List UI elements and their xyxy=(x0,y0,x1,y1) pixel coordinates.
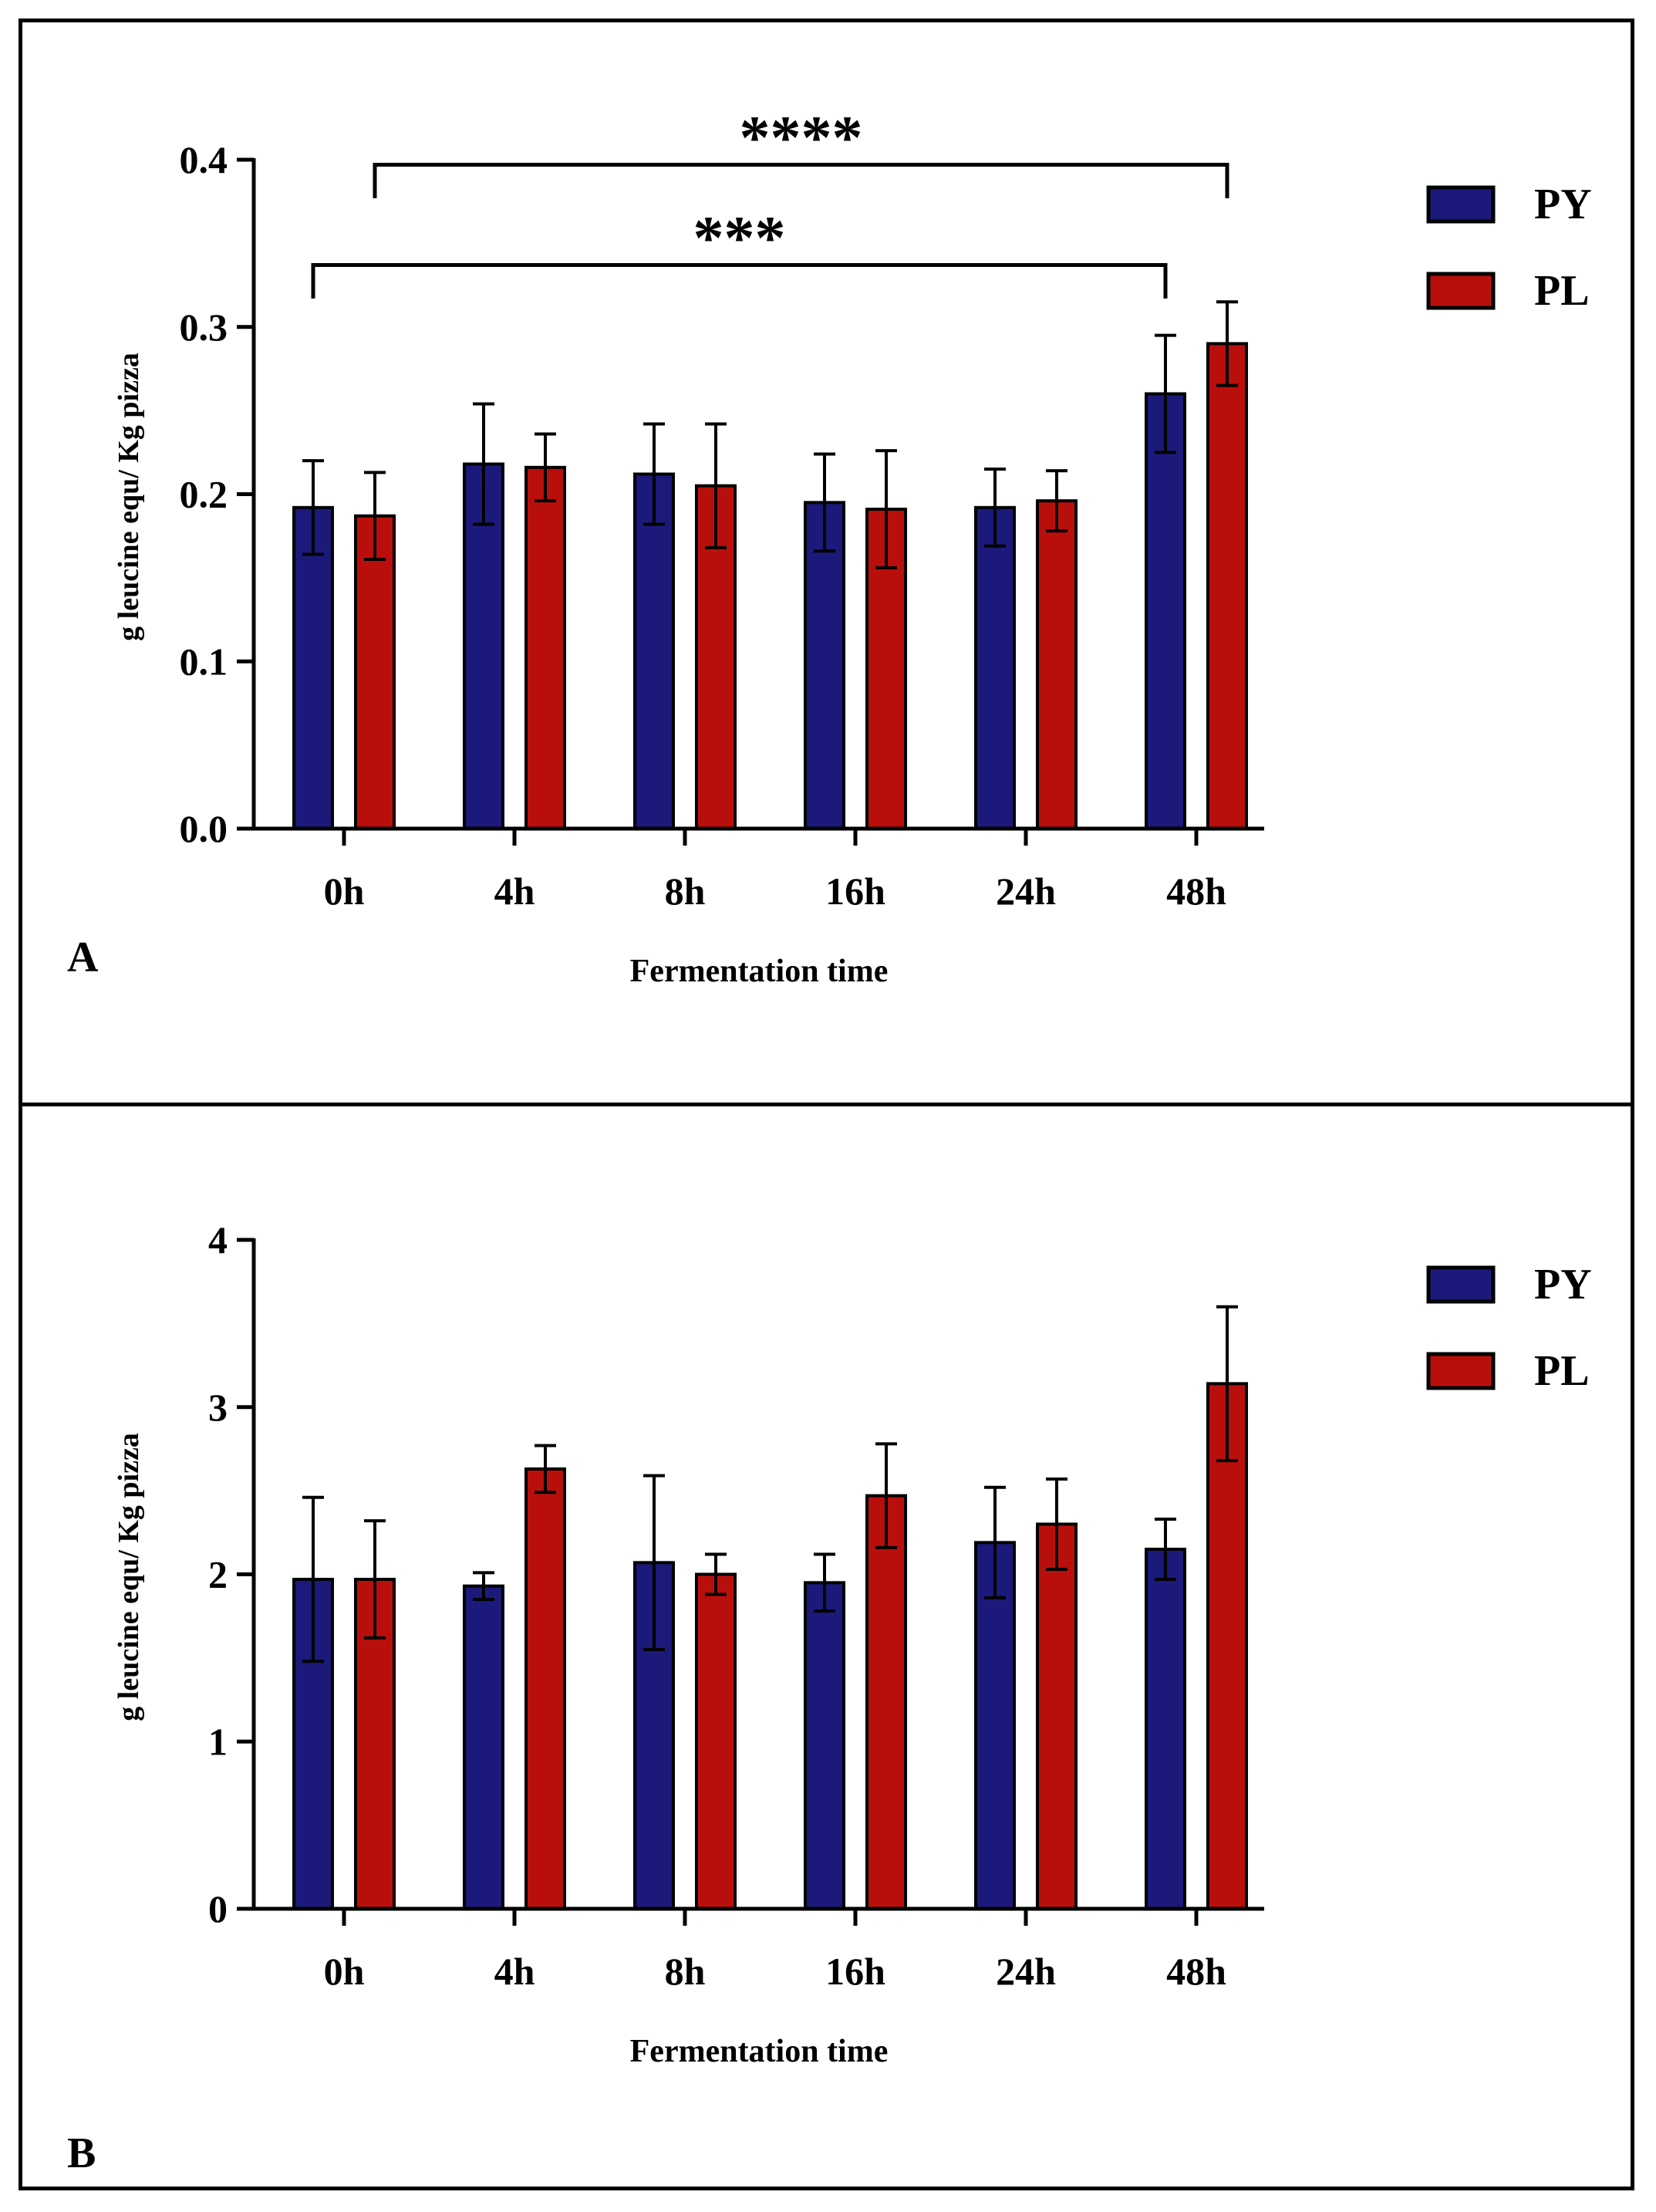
legend-swatch-pl xyxy=(1426,1352,1496,1390)
panel-label-a: A xyxy=(67,934,99,981)
bar-py-48h xyxy=(1145,1547,1186,1910)
bar-py-4h xyxy=(463,1584,504,1910)
bar-py-48h xyxy=(1145,392,1186,830)
y-tick-label: 4 xyxy=(208,1218,228,1261)
bar-pl-0h xyxy=(354,514,396,830)
y-tick-label: 0.4 xyxy=(180,138,228,181)
x-tick-label: 48h xyxy=(1166,1950,1226,1993)
x-tick-label: 24h xyxy=(996,1950,1056,1993)
bar-pl-16h xyxy=(865,1494,907,1910)
panel-a: 0.0 0.1 0.2 0.3 0.4 0h 4h 8h 16h 24h 48h Fermentati… xyxy=(22,22,1631,1103)
figure: 0.0 0.1 0.2 0.3 0.4 0h 4h 8h 16h 24h 48h Fermentati… xyxy=(19,19,1634,2190)
panel-label-b: B xyxy=(67,2129,96,2177)
significance-bracket xyxy=(373,163,1229,198)
x-tick-label: 4h xyxy=(494,870,535,913)
y-tick-label: 1 xyxy=(208,1720,228,1763)
bar-py-16h xyxy=(804,1581,845,1911)
x-tick-label: 48h xyxy=(1166,870,1226,913)
bar-py-16h xyxy=(804,501,845,831)
y-tick-label: 2 xyxy=(208,1553,228,1596)
significance-bracket xyxy=(311,263,1168,299)
x-tick-label: 24h xyxy=(996,870,1056,913)
panel-b: 0 1 2 3 4 0h 4h 8h 16h 24h 48h Fermentation time g l… xyxy=(22,1103,1631,2187)
y-tick-label: 0.1 xyxy=(180,640,228,683)
legend-label-pl: PL xyxy=(1534,267,1590,315)
legend-swatch-py xyxy=(1426,1265,1496,1304)
bar-pl-24h xyxy=(1036,1522,1078,1910)
x-axis-title: Fermentation time xyxy=(630,954,889,989)
y-tick-label: 0.2 xyxy=(180,473,228,516)
legend-swatch-py xyxy=(1426,185,1496,224)
y-tick-label: 0.0 xyxy=(180,807,228,850)
chart-a: 0.0 0.1 0.2 0.3 0.4 0h 4h 8h 16h 24h 48h Fermentati… xyxy=(113,105,1592,989)
bar-pl-24h xyxy=(1036,499,1078,830)
legend-swatch-pl xyxy=(1426,272,1496,310)
bar-pl-48h xyxy=(1206,1382,1248,1910)
x-tick-label: 16h xyxy=(825,1950,885,1993)
x-axis-title: Fermentation time xyxy=(630,2034,889,2069)
y-tick-label: 3 xyxy=(208,1386,228,1429)
bar-pl-4h xyxy=(524,1467,566,1910)
x-tick-label: 0h xyxy=(324,870,365,913)
y-axis-title: g leucine equ/ Kg pizza xyxy=(113,1433,145,1721)
x-tick-label: 0h xyxy=(324,1950,365,1993)
bar-py-24h xyxy=(974,505,1016,831)
y-tick-label: 0.3 xyxy=(180,306,228,349)
x-tick-label: 8h xyxy=(665,870,706,913)
significance-stars: **** xyxy=(740,105,863,173)
bar-py-0h xyxy=(292,505,334,831)
significance-stars: *** xyxy=(693,205,786,273)
legend-label-pl: PL xyxy=(1534,1347,1590,1395)
x-tick-label: 4h xyxy=(494,1950,535,1993)
chart-b: 0 1 2 3 4 0h 4h 8h 16h 24h 48h Fermentation time g l… xyxy=(113,1218,1592,2069)
bar-py-8h xyxy=(633,472,675,830)
legend-label-py: PY xyxy=(1534,181,1592,228)
bar-pl-4h xyxy=(524,465,566,830)
bar-pl-8h xyxy=(695,1572,737,1910)
x-tick-label: 16h xyxy=(825,870,885,913)
legend-label-py: PY xyxy=(1534,1261,1592,1309)
bar-pl-48h xyxy=(1206,342,1248,830)
y-tick-label: 0 xyxy=(208,1887,228,1930)
x-tick-label: 8h xyxy=(665,1950,706,1993)
y-axis-title: g leucine equ/ Kg pizza xyxy=(113,353,145,641)
